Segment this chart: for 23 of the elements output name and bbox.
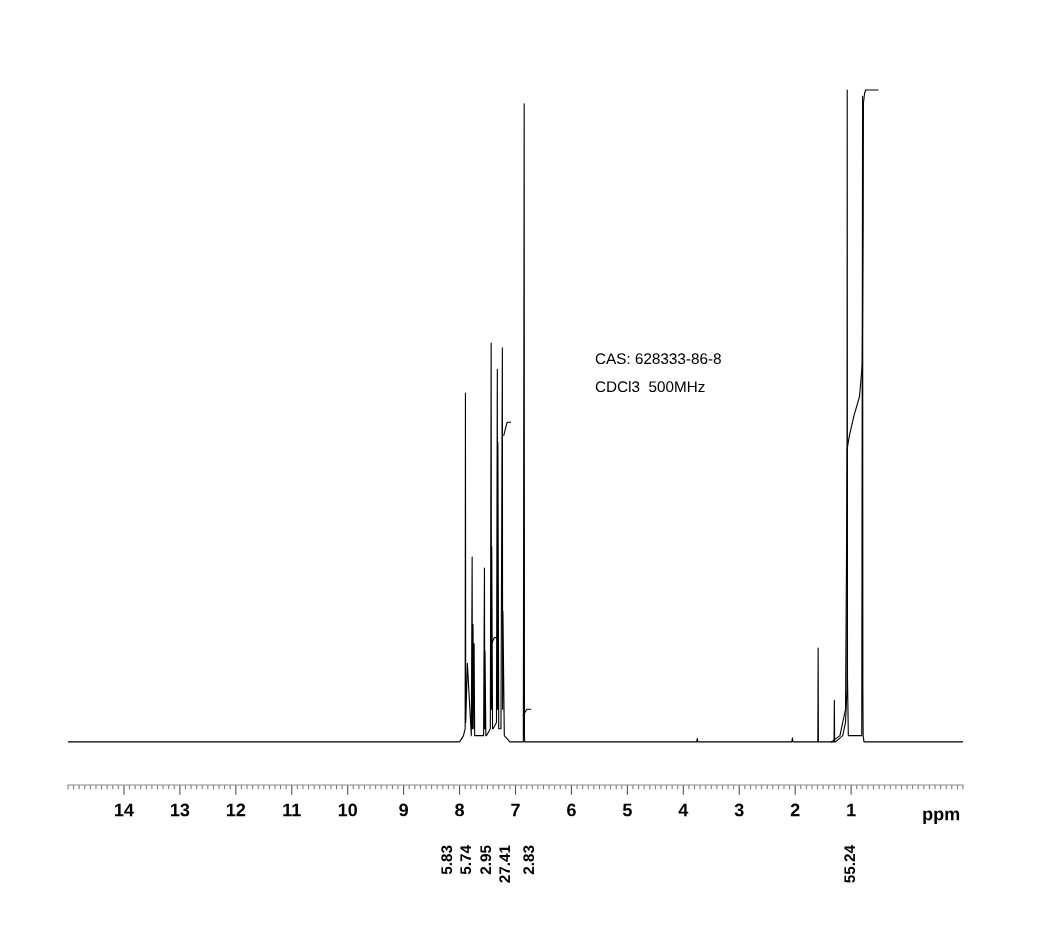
x-tick-label: 7 — [511, 803, 520, 817]
text: 55.24 — [844, 845, 856, 883]
x-tick-label: 11 — [283, 803, 301, 817]
text: 2.83 — [523, 845, 535, 875]
text: 2.95 — [480, 845, 492, 875]
text: 5.74 — [460, 845, 472, 875]
x-tick-label: 4 — [678, 803, 689, 817]
text: 5.83 — [441, 845, 453, 875]
x-tick-label: 9 — [399, 803, 408, 817]
text: 27.41 — [499, 845, 510, 883]
x-tick-label: 13 — [170, 803, 190, 817]
x-axis-title: ppm — [923, 810, 960, 824]
x-tick-label: 5 — [622, 803, 632, 817]
x-tick-label: 6 — [567, 803, 576, 817]
x-tick-label: 1 — [847, 803, 856, 817]
x-tick-label: 14 — [115, 803, 134, 817]
annotation: CDCl3 500MHz — [595, 380, 705, 393]
x-tick-label: 2 — [790, 803, 800, 817]
x-tick-label: 3 — [734, 803, 744, 817]
annotation: CAS: 628333-86-8 — [595, 353, 721, 365]
x-tick-label: 10 — [338, 803, 357, 817]
x-tick-label: 8 — [455, 803, 465, 817]
x-tick-label: 12 — [226, 803, 246, 817]
